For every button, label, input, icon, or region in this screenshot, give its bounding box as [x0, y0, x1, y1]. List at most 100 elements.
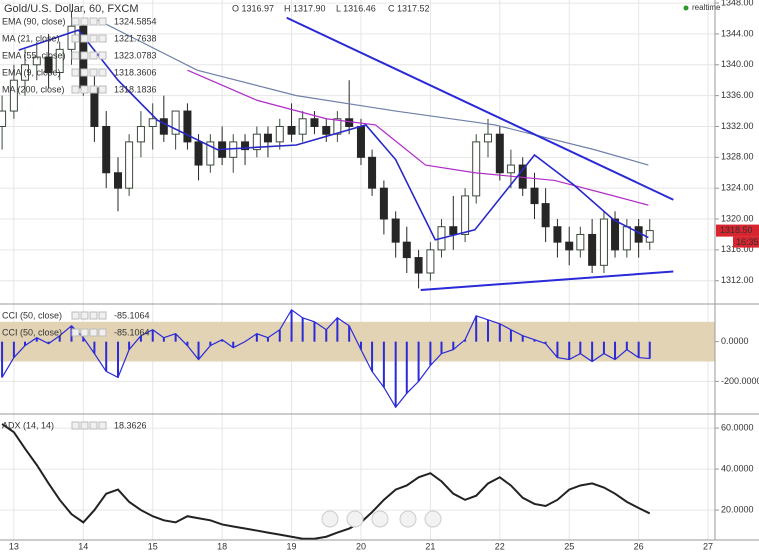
candle-body [553, 226, 562, 243]
candle-body [622, 226, 631, 251]
legend-icon [89, 17, 98, 26]
moving-average [18, 29, 649, 241]
y-tick-label: 1340.00 [721, 59, 754, 69]
x-tick-label: 18 [217, 541, 227, 551]
candle-body [565, 241, 574, 251]
x-tick-label: 19 [287, 541, 297, 551]
adx-line [1, 423, 651, 540]
candle-body [599, 218, 608, 266]
y-tick-label: 20.0000 [721, 504, 754, 514]
legend-label: MA (21, close) [2, 33, 60, 43]
y-tick-label: 1336.00 [721, 90, 754, 100]
candle-body [241, 141, 250, 151]
scroll-button[interactable] [321, 510, 339, 528]
moving-average [97, 19, 649, 166]
candle-body [368, 156, 377, 189]
candle-body [379, 187, 388, 220]
scroll-buttons[interactable] [321, 510, 442, 528]
legend-icon [71, 17, 80, 26]
y-tick-label: 40.0000 [721, 463, 754, 473]
scroll-button[interactable] [399, 510, 417, 528]
legend-icon [98, 51, 107, 60]
legend-icon [89, 311, 98, 320]
legend-icon [71, 328, 80, 337]
ohlc-label: H 1317.90 [284, 3, 326, 13]
legend-value: 1318.3606 [114, 67, 157, 77]
x-tick-label: 27 [703, 541, 713, 551]
candle-body [310, 118, 319, 127]
price-tag-label: 1318.50 [720, 225, 753, 235]
legend-icon [98, 328, 107, 337]
candle-body [402, 241, 411, 259]
y-tick-label: 1320.00 [721, 213, 754, 223]
x-tick-label: 26 [634, 541, 644, 551]
status-dot [683, 5, 689, 11]
y-tick-label: 0.0000 [721, 336, 749, 346]
candle-body [495, 133, 504, 174]
candle-body [333, 118, 342, 135]
candle-body [0, 110, 7, 127]
trendline [420, 270, 674, 291]
candle-body [183, 110, 192, 143]
legend-icon [89, 85, 98, 94]
legend-icon [89, 421, 98, 430]
y-tick-label: 1316.00 [721, 244, 754, 254]
legend-icon [98, 34, 107, 43]
candle-body [322, 125, 331, 135]
legend-value: 1324.5854 [114, 16, 157, 26]
candle-body [44, 56, 53, 73]
y-tick-label: 60.0000 [721, 422, 754, 432]
legend-icon [71, 421, 80, 430]
candle-body [588, 233, 597, 266]
x-tick-label: 15 [148, 541, 158, 551]
y-tick-label: 1332.00 [721, 121, 754, 131]
candle-body [55, 48, 64, 73]
legend-icon [98, 421, 107, 430]
time-tag-label: 16:35 [736, 237, 759, 247]
scroll-button[interactable] [371, 510, 389, 528]
candle-body [114, 172, 123, 189]
legend-icon [80, 311, 89, 320]
candle-body [345, 118, 354, 127]
candle-body [136, 125, 145, 143]
candle-body [472, 141, 481, 197]
trendline [286, 16, 674, 201]
candle-body [461, 195, 470, 235]
candle-body [298, 118, 307, 135]
x-tick-label: 13 [9, 541, 19, 551]
candle-body [449, 226, 458, 235]
candle-body [159, 118, 168, 135]
legend-label: CCI (50, close) [2, 327, 62, 337]
legend-value: -85.1064 [114, 327, 150, 337]
legend-icon [89, 68, 98, 77]
candle-body [263, 133, 272, 143]
candle-body [194, 141, 203, 166]
candle-body [206, 141, 215, 166]
scroll-button[interactable] [424, 510, 442, 528]
legend-icon [80, 17, 89, 26]
marks-layer [0, 10, 674, 540]
legend-value: -85.1064 [114, 310, 150, 320]
legend-icon [89, 34, 98, 43]
legend-icon [71, 34, 80, 43]
legend-icon [98, 311, 107, 320]
scroll-button[interactable] [346, 510, 364, 528]
candle-body [576, 233, 585, 251]
candle-body [506, 164, 515, 174]
y-tick-label: -200.0000 [721, 376, 759, 386]
x-tick-label: 20 [356, 541, 366, 551]
legend-icon [80, 34, 89, 43]
legend-icon [89, 51, 98, 60]
legend-value: 1323.0783 [114, 50, 157, 60]
status: realtime [692, 3, 721, 12]
legend-icon [71, 311, 80, 320]
candle-body [287, 125, 296, 135]
x-tick-label: 21 [425, 541, 435, 551]
legend-icon [71, 85, 80, 94]
x-tick-label: 25 [564, 541, 574, 551]
candle-body [484, 133, 493, 143]
y-tick-label: 1344.00 [721, 28, 754, 38]
y-tick-label: 1324.00 [721, 183, 754, 193]
candle-body [148, 118, 157, 127]
legend-icon [71, 51, 80, 60]
